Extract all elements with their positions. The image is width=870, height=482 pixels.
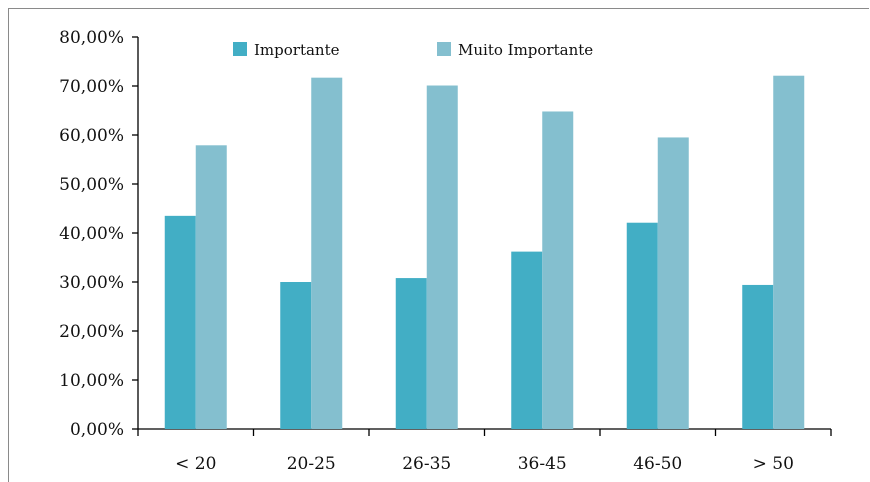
x-tick-label: 46-50 (633, 454, 682, 474)
bar-importante (280, 282, 312, 429)
y-tick-label: 60,00% (59, 126, 124, 146)
bar-importante (164, 215, 196, 429)
x-tick-label: > 50 (753, 454, 794, 474)
y-tick-label: 10,00% (59, 371, 124, 391)
y-tick-label: 0,00% (70, 420, 124, 440)
bar-muito-importante (542, 111, 574, 429)
y-tick-label: 50,00% (59, 175, 124, 195)
legend-swatch (233, 42, 247, 56)
y-tick-label: 30,00% (59, 273, 124, 293)
bar-importante (626, 222, 658, 429)
legend-swatch (437, 42, 451, 56)
bar-importante (395, 278, 427, 429)
bars (164, 75, 805, 430)
x-tick-label: 26-35 (402, 454, 451, 474)
legend: Importante Muito Importante (233, 41, 593, 59)
bar-importante (511, 251, 543, 429)
x-tick-label: 20-25 (287, 454, 336, 474)
x-axis: < 20 20-25 26-35 36-45 46-50 > 50 (137, 428, 832, 474)
bar-muito-importante (311, 77, 343, 430)
x-tick-label: 36-45 (518, 454, 567, 474)
bar-muito-importante (773, 75, 805, 430)
x-tick-label: < 20 (175, 454, 216, 474)
bar-muito-importante (657, 137, 689, 429)
chart-frame (8, 8, 869, 482)
legend-label: Importante (254, 41, 340, 59)
bar-muito-importante (426, 85, 458, 429)
y-tick-label: 20,00% (59, 322, 124, 342)
y-tick-label: 80,00% (59, 28, 124, 48)
y-tick-label: 40,00% (59, 224, 124, 244)
bar-importante (742, 284, 774, 429)
y-tick-label: 70,00% (59, 77, 124, 97)
legend-label: Muito Importante (458, 41, 593, 59)
y-axis: 0,00% 10,00% 20,00% 30,00% 40,00% 50,00% 60,00… (59, 28, 139, 440)
bar-muito-importante (195, 145, 227, 430)
